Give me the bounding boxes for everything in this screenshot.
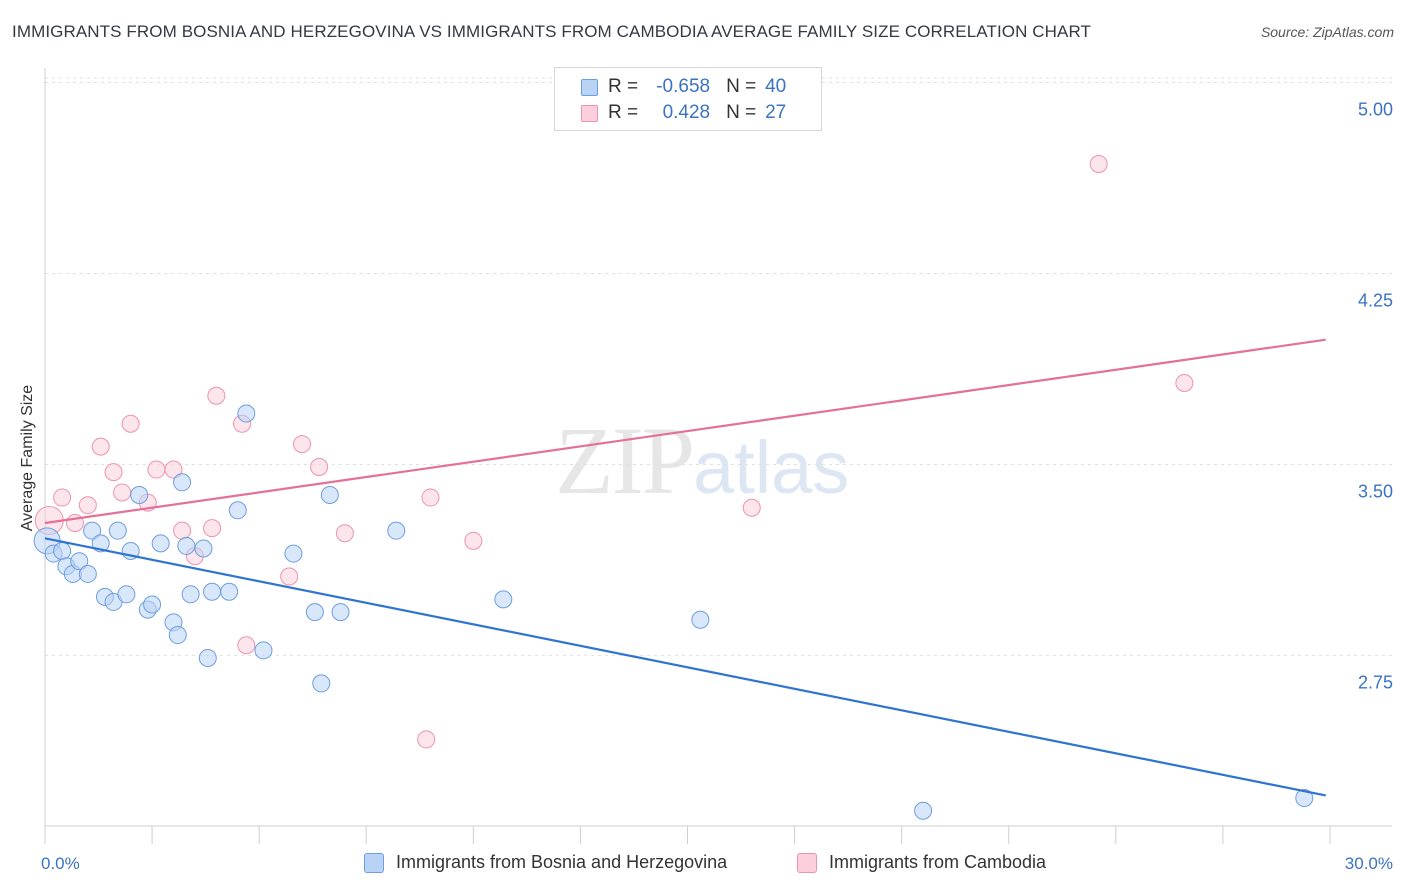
bosnia-point [228, 501, 247, 520]
bosnia-point [53, 542, 72, 561]
bosnia-point [194, 539, 213, 558]
bosnia-point [320, 486, 339, 505]
trend-lines [44, 338, 1326, 797]
bosnia-point [143, 595, 162, 614]
series-legend: Immigrants from Bosnia and Herzegovina I… [0, 852, 1406, 878]
cambodia-point [53, 488, 72, 507]
correlation-legend: R = -0.658 N = 40 R = 0.428 N = 27 [554, 67, 822, 131]
cambodia-point [1175, 373, 1194, 392]
x-tick-labels: 0.0% 30.0% [41, 854, 1393, 873]
series-legend-label-cambodia: Immigrants from Cambodia [829, 852, 1047, 872]
bosnia-point [108, 521, 127, 540]
y-axis-label: Average Family Size [19, 384, 36, 532]
axes [44, 68, 1392, 844]
source-label: Source: ZipAtlas.com [1260, 24, 1394, 40]
series-legend-cambodia: Immigrants from Cambodia [797, 852, 1046, 873]
series-legend-label-bosnia: Immigrants from Bosnia and Herzegovina [396, 852, 728, 872]
legend-r-label: R = [608, 76, 639, 97]
bosnia-point [173, 473, 192, 492]
bosnia-point [494, 590, 513, 609]
chart-title: IMMIGRANTS FROM BOSNIA AND HERZEGOVINA V… [12, 22, 1092, 41]
y-tick-label: 3.50 [1358, 481, 1393, 501]
bosnia-point [203, 582, 222, 601]
legend-r-value: 0.428 [662, 102, 711, 123]
cambodia-point [1089, 155, 1108, 174]
y-tick-label: 2.75 [1358, 672, 1393, 692]
legend-r-value: -0.658 [656, 76, 711, 97]
bosnia-point [151, 534, 170, 553]
cambodia-point [121, 414, 140, 433]
bosnia-point [181, 585, 200, 604]
legend-swatch-bosnia [581, 78, 598, 96]
legend-n-value: 40 [765, 76, 787, 97]
cambodia-point [280, 567, 299, 586]
series-legend-swatch-cambodia [797, 852, 817, 873]
bosnia-point [312, 674, 331, 693]
bosnia-point [198, 648, 217, 667]
series-cambodia-points [34, 155, 1194, 749]
cambodia-trend-line [44, 338, 1326, 525]
bosnia-point [331, 603, 350, 622]
bosnia-point [78, 564, 97, 583]
legend-n-label: N = [726, 102, 757, 123]
y-tick-label: 4.25 [1358, 291, 1393, 311]
bosnia-point [83, 521, 102, 540]
cambodia-point [104, 463, 123, 482]
cambodia-point [421, 488, 440, 507]
watermark-zip: ZIP [555, 407, 695, 514]
watermark-atlas: atlas [693, 426, 850, 509]
legend-swatch-cambodia [581, 104, 598, 122]
bosnia-point [305, 603, 324, 622]
cambodia-point [207, 386, 226, 405]
bosnia-point [237, 404, 256, 423]
grid-lines [45, 77, 1392, 656]
bosnia-point [177, 536, 196, 555]
cambodia-point [742, 498, 761, 517]
y-tick-label: 5.00 [1358, 100, 1393, 120]
bosnia-point [168, 626, 187, 645]
cambodia-point [113, 483, 132, 502]
bosnia-point [387, 521, 406, 540]
bosnia-point [117, 585, 136, 604]
cambodia-point [78, 496, 97, 515]
cambodia-point [147, 460, 166, 479]
watermark: ZIPatlas [555, 405, 849, 516]
bosnia-point [130, 486, 149, 505]
bosnia-point [914, 801, 933, 820]
cambodia-point [417, 730, 436, 749]
legend-row-bosnia: R = -0.658 N = 40 [581, 76, 786, 98]
cambodia-point [91, 437, 110, 456]
legend-row-cambodia: R = 0.428 N = 27 [581, 102, 786, 124]
cambodia-point [464, 531, 483, 550]
cambodia-point [310, 458, 329, 477]
series-legend-swatch-bosnia [364, 852, 384, 873]
cambodia-point [203, 519, 222, 538]
bosnia-point [284, 544, 303, 563]
bosnia-trend-line [44, 537, 1326, 797]
legend-r-label: R = [608, 102, 639, 123]
x-tick-label-min: 0.0% [41, 854, 80, 873]
bosnia-point [70, 552, 89, 571]
bosnia-point [254, 641, 273, 660]
legend-n-label: N = [726, 76, 757, 97]
bosnia-point [220, 582, 239, 601]
series-legend-bosnia: Immigrants from Bosnia and Herzegovina [364, 852, 727, 873]
cambodia-point [164, 460, 183, 479]
legend-n-value: 27 [765, 102, 787, 123]
cambodia-point [173, 521, 192, 540]
x-tick-label-max: 30.0% [1345, 854, 1393, 873]
bosnia-point [1295, 788, 1314, 807]
cambodia-point [293, 435, 311, 454]
cambodia-point [237, 636, 256, 655]
series-bosnia-points [33, 404, 1314, 820]
bosnia-point [691, 610, 710, 629]
y-tick-labels: 5.00 4.25 3.50 2.75 [1358, 100, 1393, 693]
cambodia-point [335, 524, 354, 543]
